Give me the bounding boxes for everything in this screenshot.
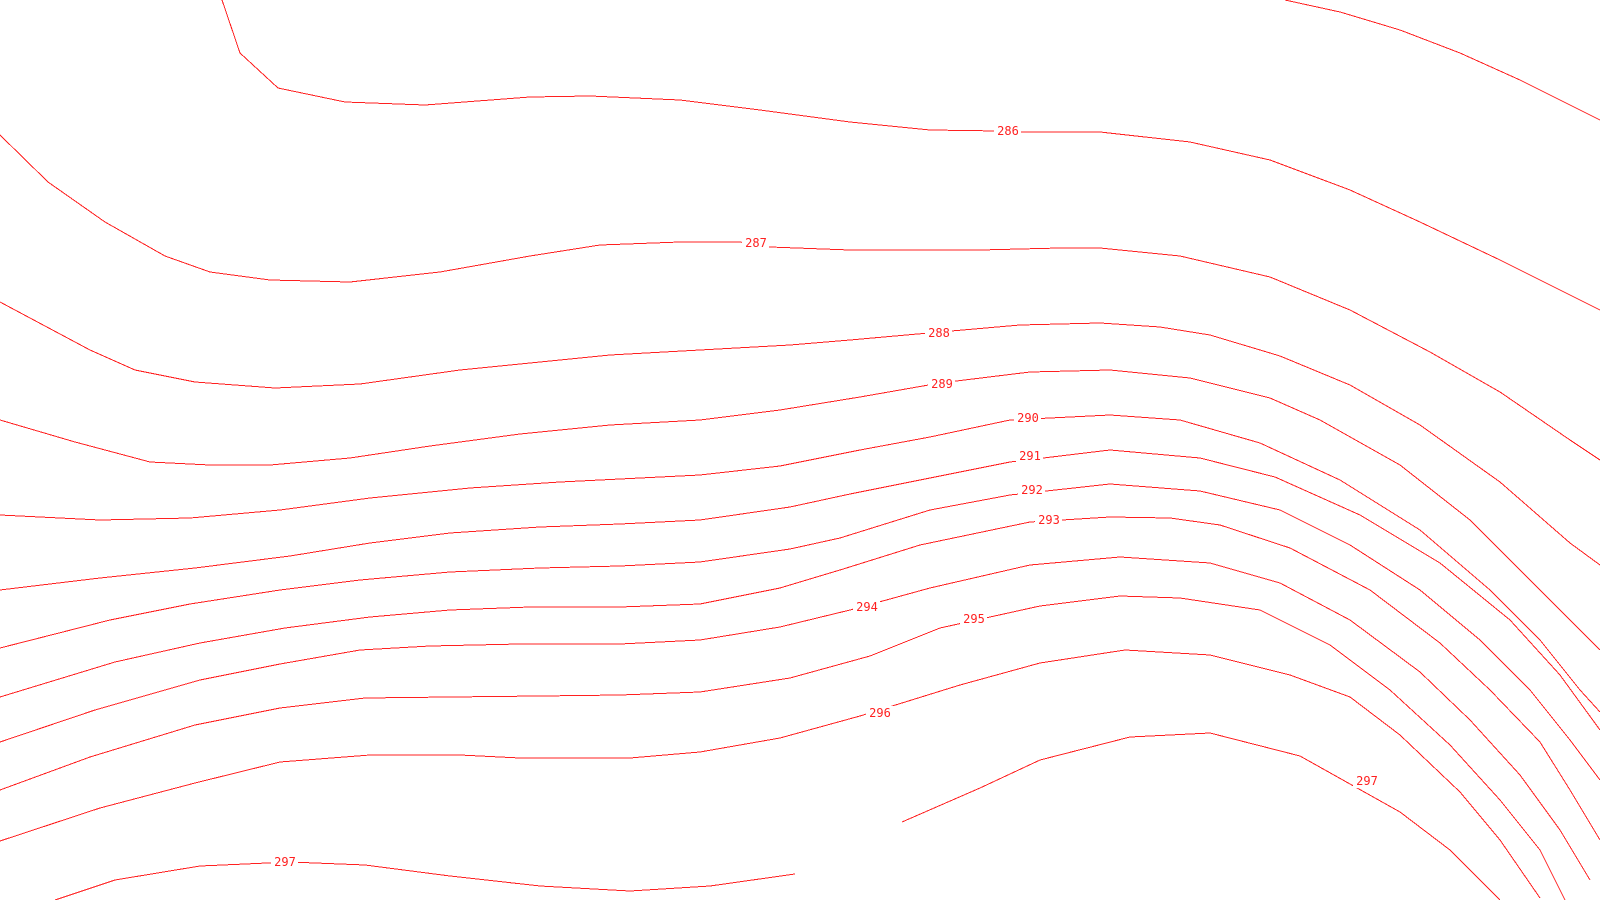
contour-label-297-right-text: 297 (1356, 774, 1378, 788)
contour-label-297-right: 297 (1353, 774, 1380, 788)
contour-label-295-text: 295 (963, 612, 985, 626)
contour-line-295 (0, 595, 1566, 900)
contour-line-293 (0, 516, 1600, 841)
contour-label-288: 288 (925, 326, 952, 340)
contour-line-287 (0, 134, 1600, 461)
contour-label-287: 287 (742, 236, 769, 250)
contour-label-290-text: 290 (1017, 411, 1039, 425)
contour-line-288 (0, 301, 1600, 566)
contour-label-294-text: 294 (856, 600, 878, 614)
contour-label-297-bottom-text: 297 (274, 855, 296, 869)
contour-label-295: 295 (960, 612, 987, 626)
contour-line-291 (0, 449, 1600, 731)
contour-label-291: 291 (1016, 449, 1043, 463)
contour-label-293: 293 (1035, 513, 1062, 527)
contour-label-294: 294 (853, 600, 880, 614)
contour-label-292: 292 (1018, 483, 1045, 497)
contour-label-293-text: 293 (1038, 513, 1060, 527)
contour-label-287-text: 287 (745, 236, 767, 250)
contour-label-291-text: 291 (1019, 449, 1041, 463)
contour-label-297-bottom: 297 (271, 855, 298, 869)
contour-line-289 (0, 369, 1600, 651)
contour-line-286 (1015, 131, 1600, 311)
contour-line-top-left (221, 0, 1001, 132)
contour-label-289-text: 289 (931, 377, 953, 391)
contour-line-292 (0, 483, 1600, 781)
contour-label-296-text: 296 (869, 706, 891, 720)
contour-label-286-text: 286 (997, 124, 1019, 138)
contour-line-297-bottom (54, 861, 796, 900)
contour-line-296 (0, 649, 1541, 899)
contour-line-297-right (901, 732, 1501, 900)
contour-label-290: 290 (1014, 411, 1041, 425)
contour-label-296: 296 (866, 706, 893, 720)
contour-label-288-text: 288 (928, 326, 950, 340)
contour-label-292-text: 292 (1021, 483, 1043, 497)
contour-label-286: 286 (994, 123, 1021, 138)
contour-line-290 (0, 414, 1600, 713)
contour-labels: 286 287 288 289 290 291 292 293 (271, 123, 1380, 869)
contour-line-top-right (1284, 0, 1600, 121)
contour-line-294 (0, 556, 1591, 881)
contour-label-289: 289 (928, 377, 955, 391)
